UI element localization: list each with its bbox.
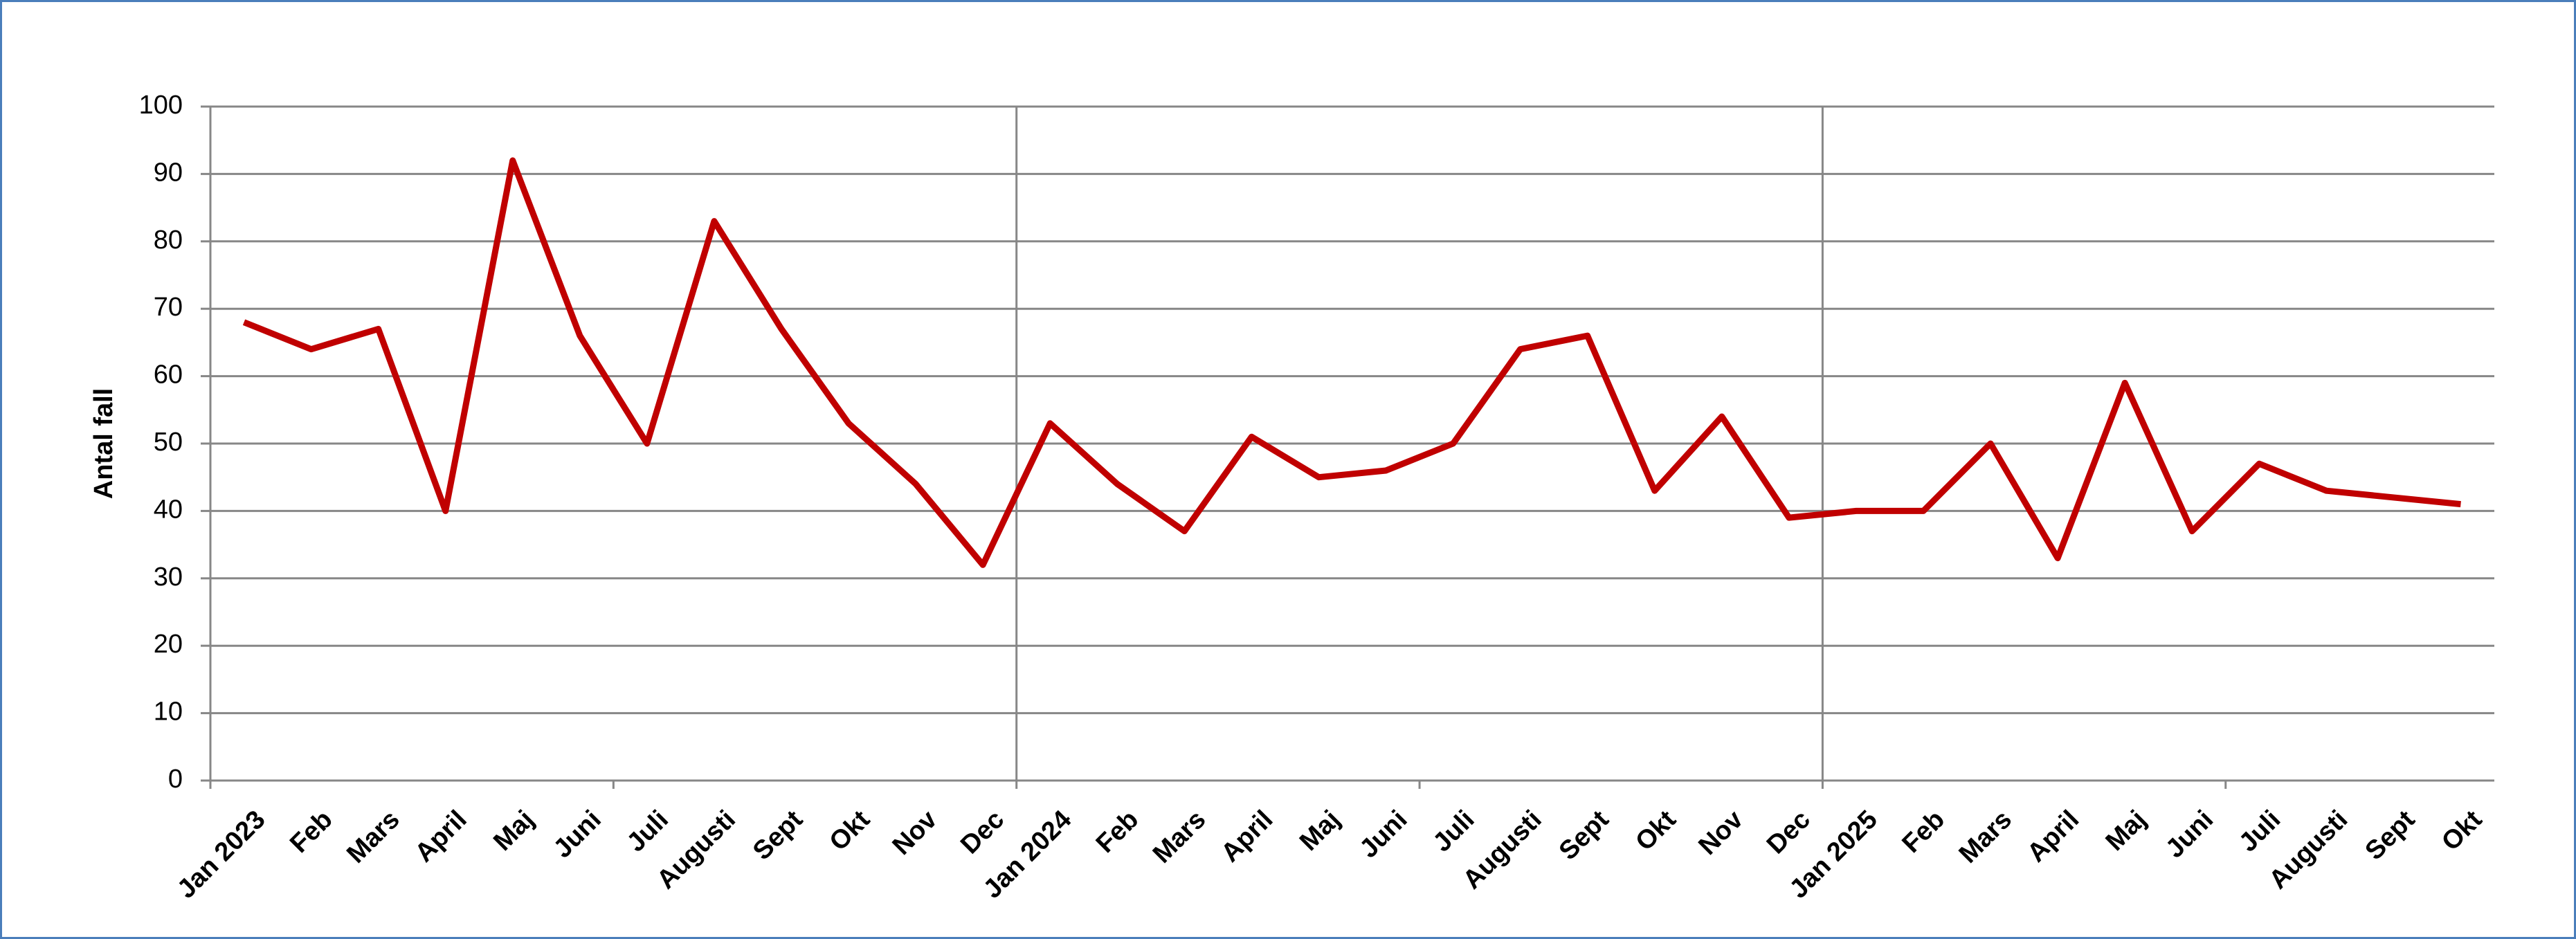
y-tick-label: 50 — [154, 428, 183, 457]
y-tick-label: 70 — [154, 293, 183, 322]
y-tick-label: 90 — [154, 158, 183, 187]
data-line — [242, 157, 2461, 568]
y-tick-label: 0 — [168, 765, 183, 794]
y-tick-label: 40 — [154, 495, 183, 524]
y-tick-label: 30 — [154, 563, 183, 592]
y-axis-label: Antal fall — [89, 388, 118, 499]
y-tick-label: 60 — [154, 361, 183, 390]
y-tick-label: 20 — [154, 630, 183, 659]
y-tick-label: 80 — [154, 226, 183, 255]
y-tick-label: 10 — [154, 698, 183, 727]
y-tick-label: 100 — [139, 91, 183, 120]
